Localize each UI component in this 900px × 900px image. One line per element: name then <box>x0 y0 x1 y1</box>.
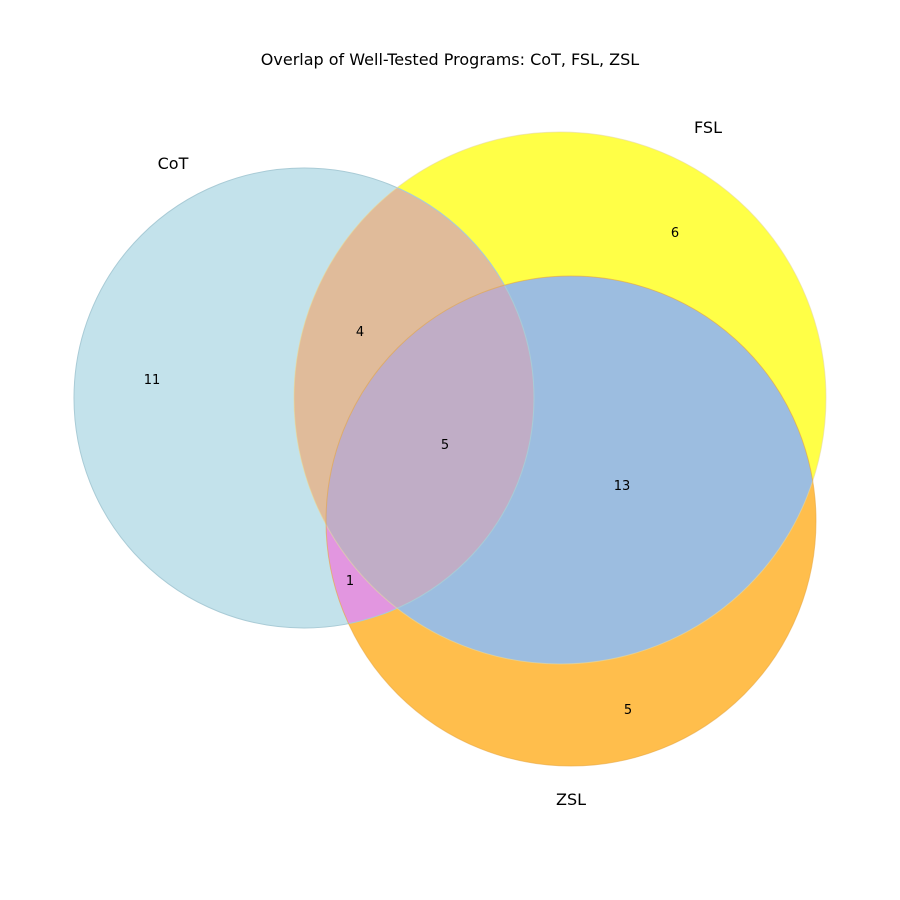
count-cot-fsl: 4 <box>356 325 364 340</box>
set-label-zsl: ZSL <box>556 790 586 809</box>
count-cot-zsl: 1 <box>346 574 354 589</box>
count-fsl-only: 6 <box>671 226 679 241</box>
count-cot-only: 11 <box>144 373 161 388</box>
count-zsl-only: 5 <box>624 703 632 718</box>
outline-cot <box>73 167 535 629</box>
set-label-cot: CoT <box>158 154 189 173</box>
outline-fsl <box>293 131 827 665</box>
chart-title: Overlap of Well-Tested Programs: CoT, FS… <box>261 50 640 69</box>
count-cot-fsl-zsl: 5 <box>441 438 449 453</box>
outline-zsl <box>325 275 817 767</box>
set-label-fsl: FSL <box>694 118 722 137</box>
count-fsl-zsl: 13 <box>614 479 631 494</box>
